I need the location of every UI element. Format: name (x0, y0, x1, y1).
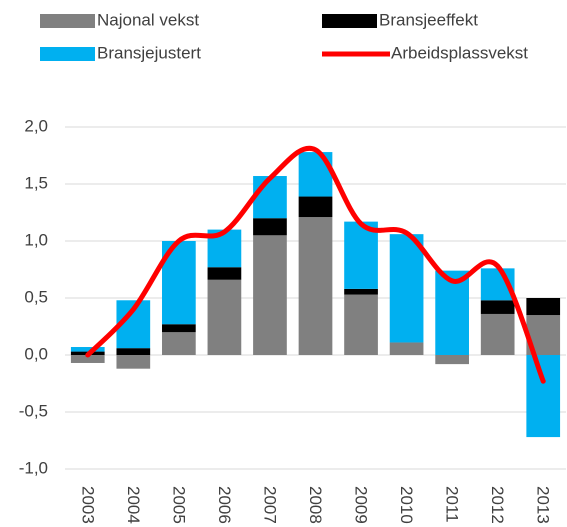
legend-swatch (40, 47, 95, 61)
x-tick-label: 2007 (260, 486, 279, 524)
bar (253, 235, 287, 355)
bar (116, 348, 151, 355)
bar (162, 332, 196, 355)
bar (70, 355, 105, 363)
legend-swatch (40, 14, 95, 28)
bar (526, 298, 561, 316)
legend-label: Bransjejustert (97, 43, 201, 62)
legend-label: Najonal vekst (97, 10, 199, 29)
bar (253, 176, 287, 219)
y-tick-label: 2,0 (24, 116, 48, 135)
bar (480, 300, 515, 314)
bar (344, 288, 378, 295)
bar (389, 234, 424, 343)
line (85, 145, 546, 384)
x-tick-label: 2012 (488, 486, 507, 524)
x-tick-label: 2004 (124, 486, 143, 524)
bar (298, 196, 333, 218)
x-tick-label: 2006 (215, 486, 234, 524)
bar (344, 221, 378, 289)
bar (207, 267, 242, 280)
x-tick-label: 2005 (169, 486, 188, 524)
legend-label: Bransjeeffekt (379, 10, 478, 29)
x-tick-label: 2011 (443, 486, 462, 523)
x-tick-label: 2003 (78, 486, 97, 524)
legend-swatch (322, 14, 377, 28)
bar (435, 355, 469, 365)
bar (298, 217, 333, 355)
x-tick-label: 2013 (534, 486, 553, 524)
y-tick-label: -0,5 (19, 401, 48, 420)
y-tick-label: 1,5 (24, 173, 48, 192)
bar (116, 355, 151, 369)
bar (344, 294, 378, 355)
bar (207, 279, 242, 355)
bar (526, 355, 561, 438)
bar (480, 313, 515, 355)
bar (70, 347, 105, 352)
bar (162, 324, 196, 333)
bar (389, 342, 424, 355)
x-tick-label: 2010 (397, 486, 416, 524)
y-tick-label: -1,0 (19, 458, 48, 477)
legend-label: Arbeidsplassvekst (391, 43, 528, 62)
y-tick-label: 0,0 (24, 344, 48, 363)
y-tick-label: 1,0 (24, 230, 48, 249)
y-tick-label: 0,5 (24, 287, 48, 306)
bar (435, 270, 469, 355)
bar (253, 218, 287, 236)
x-tick-label: 2009 (352, 486, 371, 524)
x-tick-label: 2008 (306, 486, 325, 524)
